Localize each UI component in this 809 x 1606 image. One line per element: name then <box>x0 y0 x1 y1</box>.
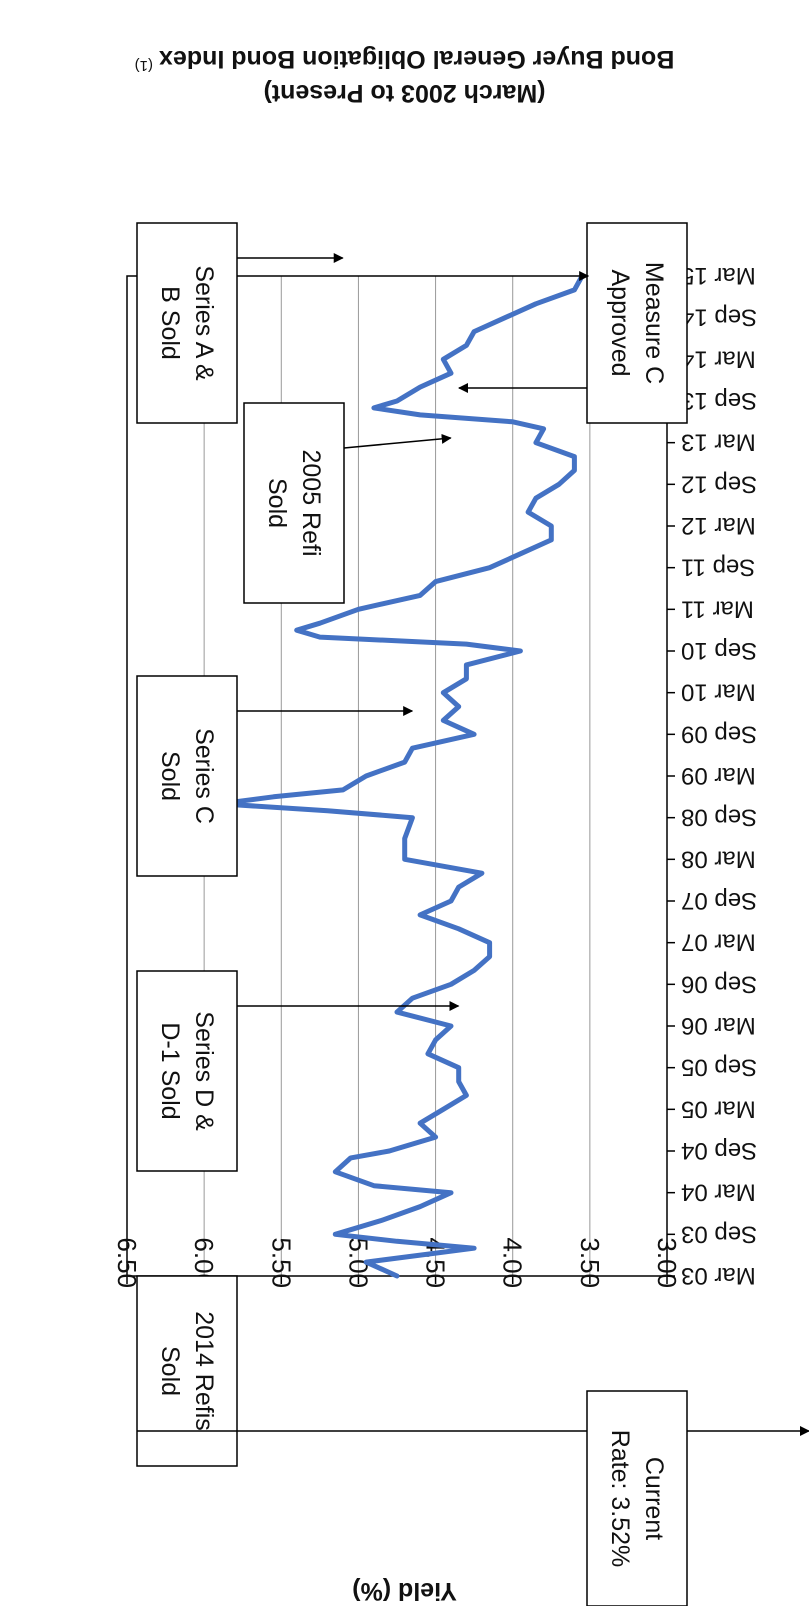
annotation-text: Sold <box>263 478 291 528</box>
x-tick-label: Sep 14 <box>681 304 757 331</box>
x-tick-label: Mar 13 <box>681 429 756 456</box>
chart-subtitle: (March 2003 to Present) <box>263 79 545 107</box>
rotated-figure: Bond Buyer General Obligation Bond Index… <box>112 45 809 1606</box>
annotation-box: Series D &D-1 Sold <box>136 970 460 1172</box>
x-tick-label: Mar 05 <box>681 1095 756 1122</box>
x-tick-label: Mar 03 <box>681 1262 756 1289</box>
annotation-frame <box>136 222 238 424</box>
x-tick-label: Sep 06 <box>681 970 757 997</box>
y-tick-label: 5.50 <box>266 1237 296 1288</box>
x-tick-label: Sep 08 <box>681 804 757 831</box>
annotation-text: B Sold <box>156 286 184 360</box>
annotation-text: Measure C <box>640 262 668 384</box>
x-tick-label: Sep 10 <box>681 637 757 664</box>
chart-title-superscript: (1) <box>135 57 153 74</box>
annotation-frame <box>586 222 688 424</box>
annotation-text: Series A & <box>190 265 218 381</box>
x-tick-label: Mar 06 <box>681 1012 756 1039</box>
annotation-text: 2014 Refis <box>190 1311 218 1431</box>
x-tick-label: Mar 15 <box>681 262 756 289</box>
annotation-text: 2005 Refi <box>297 449 325 556</box>
x-tick-label: Mar 12 <box>681 512 756 539</box>
x-tick-label: Sep 07 <box>681 887 757 914</box>
chart-title-text: Bond Buyer General Obligation Bond Index <box>159 45 674 73</box>
annotation-text: D-1 Sold <box>156 1022 184 1119</box>
annotation-text: Rate: 3.52% <box>606 1430 634 1568</box>
annotation-arrow <box>343 433 452 449</box>
annotation-text: Series C <box>190 728 218 824</box>
annotation-box: Series A &B Sold <box>136 222 344 424</box>
x-tick-label: Mar 04 <box>681 1179 756 1206</box>
annotation-text: Current <box>640 1457 668 1540</box>
x-tick-label: Sep 13 <box>681 387 757 414</box>
yield-series-line <box>217 273 585 1279</box>
x-tick-label: Sep 12 <box>681 470 757 497</box>
y-tick-label: 3.00 <box>652 1237 682 1288</box>
x-tick-label: Sep 09 <box>681 720 757 747</box>
x-tick-label: Mar 14 <box>681 345 756 372</box>
annotation-frame <box>136 675 238 877</box>
x-tick-label: Mar 09 <box>681 762 756 789</box>
annotation-text: Sold <box>156 751 184 801</box>
annotation-text: Sold <box>156 1346 184 1396</box>
annotation-text: Approved <box>606 269 634 376</box>
x-tick-label: Mar 08 <box>681 845 756 872</box>
x-tick-label: Sep 11 <box>681 554 755 581</box>
x-tick-label: Sep 04 <box>681 1137 757 1164</box>
x-tick-label: Mar 11 <box>681 595 754 622</box>
y-tick-label: 3.50 <box>575 1237 605 1288</box>
annotation-frame <box>136 970 238 1172</box>
x-tick-label: Mar 10 <box>681 679 756 706</box>
x-tick-label: Sep 05 <box>681 1054 757 1081</box>
annotation-text: Series D & <box>190 1011 218 1131</box>
annotation-frame <box>586 1390 688 1606</box>
annotation-frame <box>243 402 345 604</box>
x-axis-ticks: Mar 03 Sep 03 Mar 04 Sep 04 Mar 05 Sep 05 Mar … <box>667 262 757 1289</box>
y-axis-label: Yield (%) <box>352 1577 457 1605</box>
annotation-frame <box>136 1275 238 1467</box>
chart-title: Bond Buyer General Obligation Bond Index… <box>135 45 675 74</box>
y-tick-label: 4.00 <box>498 1237 528 1288</box>
x-tick-label: Mar 07 <box>681 929 756 956</box>
gridlines <box>203 276 591 1276</box>
x-tick-label: Sep 03 <box>681 1220 757 1247</box>
